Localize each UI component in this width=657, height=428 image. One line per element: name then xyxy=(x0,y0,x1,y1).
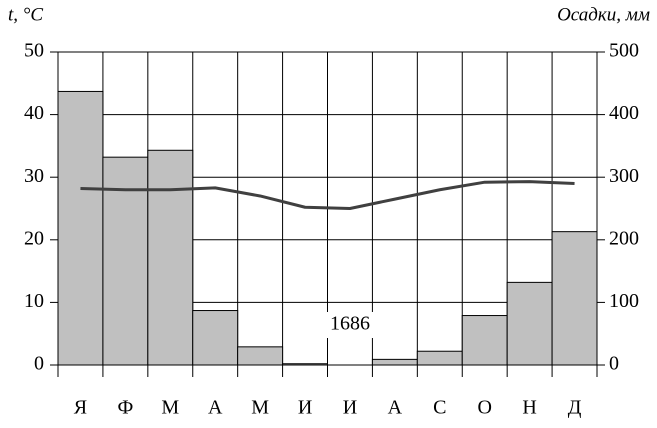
bar xyxy=(551,231,598,366)
y-tick-label: 10 xyxy=(24,290,44,312)
x-tick-label: И xyxy=(343,397,357,419)
x-tick-label: А xyxy=(388,397,403,419)
bar xyxy=(147,149,194,366)
bar xyxy=(237,346,284,366)
y2-tick-label: 0 xyxy=(609,353,619,375)
y-tick-label: 20 xyxy=(24,227,44,249)
annotation: 1686 xyxy=(330,313,370,335)
x-tick-label: С xyxy=(433,397,446,419)
bar xyxy=(461,315,508,366)
x-tick-label: М xyxy=(251,397,269,419)
y-tick-label: 0 xyxy=(34,353,44,375)
y2-tick-label: 300 xyxy=(609,165,639,187)
y-tick-label: 30 xyxy=(24,165,44,187)
y-axis-label: t, °C xyxy=(8,4,43,25)
x-tick-label: И xyxy=(298,397,312,419)
y2-tick-label: 400 xyxy=(609,102,639,124)
y2-tick-label: 200 xyxy=(609,227,639,249)
y2-tick-label: 500 xyxy=(609,40,639,62)
bar xyxy=(416,350,463,366)
bar xyxy=(506,281,553,366)
bar xyxy=(102,156,149,366)
x-tick-label: А xyxy=(208,397,223,419)
annotation-bg xyxy=(323,312,376,338)
x-tick-label: Я xyxy=(74,397,87,419)
y2-axis-label: Осадки, мм xyxy=(557,4,650,25)
y-tick-label: 40 xyxy=(24,102,44,124)
x-tick-label: Н xyxy=(522,397,536,419)
y-tick-label: 50 xyxy=(24,40,44,62)
bar xyxy=(371,358,418,366)
y2-tick-label: 100 xyxy=(609,290,639,312)
bar xyxy=(192,310,239,366)
x-tick-label: М xyxy=(161,397,179,419)
temperature-line xyxy=(80,180,575,210)
x-tick-label: Д xyxy=(568,397,582,419)
bar xyxy=(57,90,104,366)
x-tick-label: Ф xyxy=(117,397,133,419)
x-tick-label: О xyxy=(477,397,491,419)
